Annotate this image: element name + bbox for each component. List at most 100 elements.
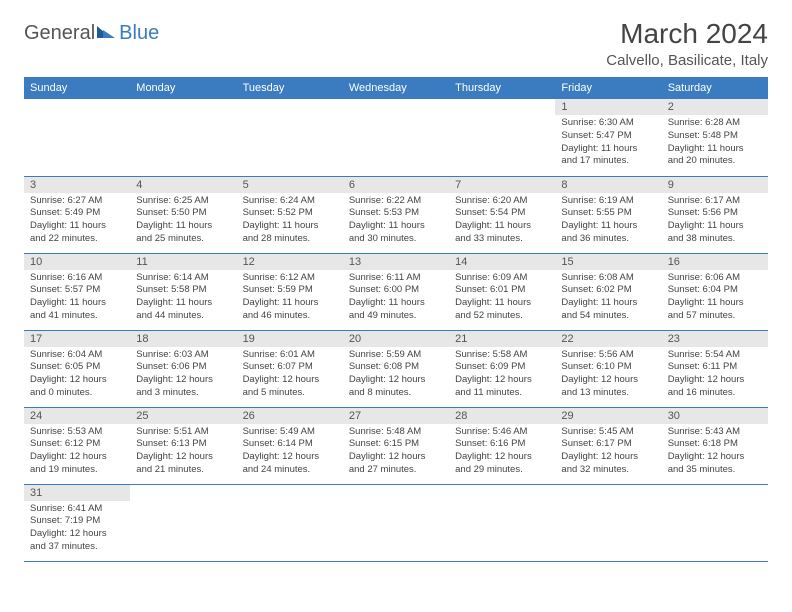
calendar-empty-cell [343,484,449,561]
sunset-text: Sunset: 7:19 PM [30,515,124,528]
daylight-text: Daylight: 11 hours and 52 minutes. [455,297,549,323]
day-content: Sunrise: 6:01 AMSunset: 6:07 PMDaylight:… [237,347,343,404]
day-content: Sunrise: 6:28 AMSunset: 5:48 PMDaylight:… [662,115,768,172]
daylight-text: Daylight: 12 hours and 21 minutes. [136,451,230,477]
sunrise-text: Sunrise: 6:04 AM [30,349,124,362]
daylight-text: Daylight: 12 hours and 16 minutes. [668,374,762,400]
header: General Blue March 2024 Calvello, Basili… [24,18,768,69]
daylight-text: Daylight: 11 hours and 46 minutes. [243,297,337,323]
calendar-day-cell: 2Sunrise: 6:28 AMSunset: 5:48 PMDaylight… [662,99,768,176]
sunrise-text: Sunrise: 6:14 AM [136,272,230,285]
sunrise-text: Sunrise: 6:41 AM [30,503,124,516]
sunset-text: Sunset: 5:48 PM [668,130,762,143]
sunrise-text: Sunrise: 5:59 AM [349,349,443,362]
daylight-text: Daylight: 12 hours and 24 minutes. [243,451,337,477]
title-block: March 2024 Calvello, Basilicate, Italy [606,18,768,69]
calendar-day-cell: 11Sunrise: 6:14 AMSunset: 5:58 PMDayligh… [130,253,236,330]
calendar-day-cell: 5Sunrise: 6:24 AMSunset: 5:52 PMDaylight… [237,176,343,253]
day-header: Saturday [662,77,768,99]
calendar-day-cell: 28Sunrise: 5:46 AMSunset: 6:16 PMDayligh… [449,407,555,484]
day-number: 24 [24,408,130,424]
calendar-day-cell: 18Sunrise: 6:03 AMSunset: 6:06 PMDayligh… [130,330,236,407]
day-number: 1 [555,99,661,115]
sunrise-text: Sunrise: 5:54 AM [668,349,762,362]
day-content: Sunrise: 5:45 AMSunset: 6:17 PMDaylight:… [555,424,661,481]
calendar-empty-cell [449,99,555,176]
calendar-day-cell: 31Sunrise: 6:41 AMSunset: 7:19 PMDayligh… [24,484,130,561]
calendar-empty-cell [343,99,449,176]
day-content: Sunrise: 6:20 AMSunset: 5:54 PMDaylight:… [449,193,555,250]
day-content: Sunrise: 6:16 AMSunset: 5:57 PMDaylight:… [24,270,130,327]
sunrise-text: Sunrise: 6:19 AM [561,195,655,208]
daylight-text: Daylight: 11 hours and 20 minutes. [668,143,762,169]
calendar-week-row: 17Sunrise: 6:04 AMSunset: 6:05 PMDayligh… [24,330,768,407]
sunset-text: Sunset: 6:16 PM [455,438,549,451]
day-content: Sunrise: 6:17 AMSunset: 5:56 PMDaylight:… [662,193,768,250]
sunrise-text: Sunrise: 6:27 AM [30,195,124,208]
page-title: March 2024 [606,18,768,50]
calendar-header-row: SundayMondayTuesdayWednesdayThursdayFrid… [24,77,768,99]
sunset-text: Sunset: 6:07 PM [243,361,337,374]
day-content: Sunrise: 6:41 AMSunset: 7:19 PMDaylight:… [24,501,130,558]
calendar-day-cell: 16Sunrise: 6:06 AMSunset: 6:04 PMDayligh… [662,253,768,330]
sunset-text: Sunset: 6:09 PM [455,361,549,374]
day-content: Sunrise: 5:59 AMSunset: 6:08 PMDaylight:… [343,347,449,404]
day-content: Sunrise: 6:11 AMSunset: 6:00 PMDaylight:… [343,270,449,327]
day-number: 16 [662,254,768,270]
day-content: Sunrise: 6:22 AMSunset: 5:53 PMDaylight:… [343,193,449,250]
calendar-day-cell: 23Sunrise: 5:54 AMSunset: 6:11 PMDayligh… [662,330,768,407]
daylight-text: Daylight: 12 hours and 3 minutes. [136,374,230,400]
calendar-empty-cell [130,99,236,176]
sunrise-text: Sunrise: 5:56 AM [561,349,655,362]
calendar-day-cell: 25Sunrise: 5:51 AMSunset: 6:13 PMDayligh… [130,407,236,484]
daylight-text: Daylight: 12 hours and 11 minutes. [455,374,549,400]
daylight-text: Daylight: 12 hours and 35 minutes. [668,451,762,477]
sunset-text: Sunset: 5:53 PM [349,207,443,220]
sunrise-text: Sunrise: 6:01 AM [243,349,337,362]
day-header: Friday [555,77,661,99]
daylight-text: Daylight: 12 hours and 32 minutes. [561,451,655,477]
daylight-text: Daylight: 11 hours and 30 minutes. [349,220,443,246]
daylight-text: Daylight: 11 hours and 44 minutes. [136,297,230,323]
calendar-day-cell: 9Sunrise: 6:17 AMSunset: 5:56 PMDaylight… [662,176,768,253]
day-content: Sunrise: 5:51 AMSunset: 6:13 PMDaylight:… [130,424,236,481]
location-subtitle: Calvello, Basilicate, Italy [606,52,768,69]
sunset-text: Sunset: 5:57 PM [30,284,124,297]
calendar-empty-cell [237,99,343,176]
daylight-text: Daylight: 12 hours and 27 minutes. [349,451,443,477]
sunset-text: Sunset: 6:12 PM [30,438,124,451]
sunset-text: Sunset: 6:01 PM [455,284,549,297]
sunrise-text: Sunrise: 5:48 AM [349,426,443,439]
sunset-text: Sunset: 5:49 PM [30,207,124,220]
day-number: 4 [130,177,236,193]
sunrise-text: Sunrise: 5:49 AM [243,426,337,439]
calendar-body: 1Sunrise: 6:30 AMSunset: 5:47 PMDaylight… [24,99,768,561]
day-number: 20 [343,331,449,347]
daylight-text: Daylight: 11 hours and 28 minutes. [243,220,337,246]
day-number: 29 [555,408,661,424]
sunrise-text: Sunrise: 6:30 AM [561,117,655,130]
calendar-empty-cell [130,484,236,561]
sunrise-text: Sunrise: 6:09 AM [455,272,549,285]
day-number: 30 [662,408,768,424]
calendar-empty-cell [24,99,130,176]
sunset-text: Sunset: 6:17 PM [561,438,655,451]
day-number: 8 [555,177,661,193]
daylight-text: Daylight: 11 hours and 38 minutes. [668,220,762,246]
sunrise-text: Sunrise: 5:43 AM [668,426,762,439]
daylight-text: Daylight: 11 hours and 57 minutes. [668,297,762,323]
calendar-week-row: 10Sunrise: 6:16 AMSunset: 5:57 PMDayligh… [24,253,768,330]
day-content: Sunrise: 5:58 AMSunset: 6:09 PMDaylight:… [449,347,555,404]
logo: General Blue [24,22,159,45]
day-number: 22 [555,331,661,347]
daylight-text: Daylight: 11 hours and 22 minutes. [30,220,124,246]
sunrise-text: Sunrise: 6:11 AM [349,272,443,285]
sunset-text: Sunset: 5:55 PM [561,207,655,220]
sunset-text: Sunset: 5:52 PM [243,207,337,220]
calendar-empty-cell [555,484,661,561]
logo-flag-icon [97,24,117,43]
day-content: Sunrise: 6:08 AMSunset: 6:02 PMDaylight:… [555,270,661,327]
day-number: 17 [24,331,130,347]
calendar-week-row: 1Sunrise: 6:30 AMSunset: 5:47 PMDaylight… [24,99,768,176]
sunset-text: Sunset: 6:18 PM [668,438,762,451]
